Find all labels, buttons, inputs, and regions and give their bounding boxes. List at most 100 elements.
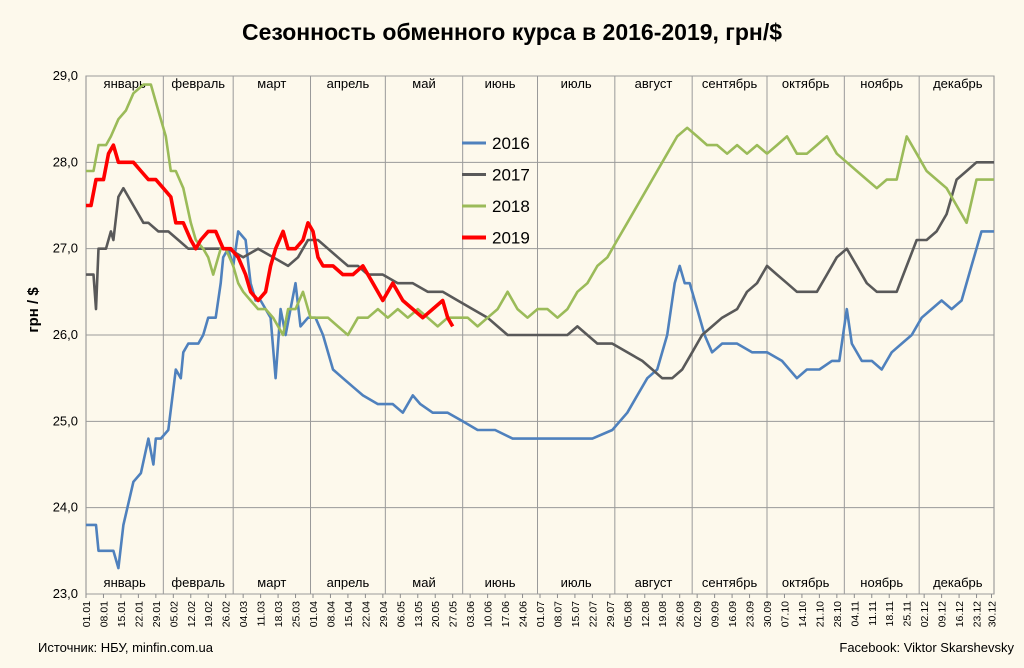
x-tick-label: 29.07 xyxy=(605,601,617,627)
month-label-top: февраль xyxy=(171,76,225,91)
x-tick-label: 18.03 xyxy=(273,601,285,627)
x-tick-label: 10.06 xyxy=(483,601,495,627)
month-label-top: март xyxy=(257,76,286,91)
x-tick-label: 03.06 xyxy=(465,601,477,627)
legend-label-2016: 2016 xyxy=(492,134,530,153)
x-tick-label: 30.09 xyxy=(762,601,774,627)
x-tick-label: 09.12 xyxy=(937,601,949,627)
month-label-top: сентябрь xyxy=(702,76,758,91)
y-tick-label: 24,0 xyxy=(53,500,78,515)
month-label-bottom: март xyxy=(257,575,286,590)
month-label-top: июль xyxy=(561,76,592,91)
author-note: Facebook: Viktor Skarshevsky xyxy=(839,640,1014,655)
y-tick-labels: 23,0 24,0 25,0 26,0 27,0 28,0 29,0 xyxy=(53,68,78,601)
series-lines xyxy=(86,83,994,570)
x-tick-label: 02.12 xyxy=(919,601,931,627)
month-label-bottom: февраль xyxy=(171,575,225,590)
x-tick-label: 24.06 xyxy=(518,601,530,627)
month-labels: январь январь февраль февраль март март апрель… xyxy=(104,76,983,590)
x-tick-label: 15.07 xyxy=(570,601,582,627)
legend-label-2017: 2017 xyxy=(492,166,530,185)
x-tick-label: 15.01 xyxy=(116,601,128,627)
month-label-top: ноябрь xyxy=(860,76,903,91)
series-line-2019 xyxy=(86,143,455,328)
x-tick-label: 06.05 xyxy=(395,601,407,627)
x-tick-label: 16.09 xyxy=(727,601,739,627)
x-tick-label: 22.01 xyxy=(133,601,145,627)
x-tick-label: 02.09 xyxy=(692,601,704,627)
y-tick-label: 29,0 xyxy=(53,68,78,83)
x-tick-label: 08.04 xyxy=(325,601,337,627)
x-tick-label: 20.05 xyxy=(430,601,442,627)
x-tick-label: 18.11 xyxy=(884,601,896,627)
x-tick-label: 12.08 xyxy=(640,601,652,627)
series-line-2016 xyxy=(86,230,994,570)
month-label-top: декабрь xyxy=(933,76,983,91)
y-tick-label: 26,0 xyxy=(53,327,78,342)
series-line-2017 xyxy=(86,161,994,380)
month-label-top: август xyxy=(635,76,673,91)
x-tick-label: 22.04 xyxy=(360,601,372,627)
month-label-bottom: май xyxy=(412,575,435,590)
month-label-bottom: июнь xyxy=(485,575,516,590)
x-tick-labels: 01.01 08.01 15.01 22.01 29.01 05.02 12.02 19.02… xyxy=(81,594,999,627)
x-tick-label: 13.05 xyxy=(413,601,425,627)
x-tick-label: 09.09 xyxy=(710,601,722,627)
x-tick-label: 30.12 xyxy=(987,601,999,627)
x-tick-label: 21.10 xyxy=(814,601,826,627)
x-tick-label: 26.08 xyxy=(675,601,687,627)
x-tick-label: 05.02 xyxy=(168,601,180,627)
x-tick-label: 25.03 xyxy=(291,601,303,627)
month-label-bottom: июль xyxy=(561,575,592,590)
x-tick-label: 08.01 xyxy=(98,601,110,627)
x-tick-label: 01.04 xyxy=(308,601,320,627)
x-tick-label: 04.03 xyxy=(238,601,250,627)
month-label-bottom: апрель xyxy=(327,575,370,590)
legend-label-2018: 2018 xyxy=(492,197,530,216)
month-label-bottom: январь xyxy=(104,575,146,590)
legend: 2016 2017 2018 2019 xyxy=(462,134,530,248)
month-label-top: апрель xyxy=(327,76,370,91)
x-tick-label: 19.02 xyxy=(203,601,215,627)
y-tick-label: 28,0 xyxy=(53,154,78,169)
x-tick-label: 11.03 xyxy=(256,601,268,627)
month-label-bottom: август xyxy=(635,575,673,590)
grid-lines xyxy=(86,75,994,595)
month-label-bottom: октябрь xyxy=(782,575,830,590)
y-tick-label: 25,0 xyxy=(53,413,78,428)
y-axis-label: грн / $ xyxy=(25,287,42,333)
legend-label-2019: 2019 xyxy=(492,229,530,248)
chart-title: Сезонность обменного курса в 2016-2019, … xyxy=(242,19,782,45)
x-tick-label: 04.11 xyxy=(849,601,861,627)
x-tick-label: 29.04 xyxy=(378,601,390,627)
month-label-bottom: декабрь xyxy=(933,575,983,590)
x-tick-label: 22.07 xyxy=(587,601,599,627)
x-tick-label: 19.08 xyxy=(657,601,669,627)
x-tick-label: 05.08 xyxy=(622,601,634,627)
x-tick-label: 11.11 xyxy=(867,601,879,626)
x-tick-label: 25.11 xyxy=(902,601,914,627)
x-tick-label: 27.05 xyxy=(448,601,460,627)
x-tick-label: 26.02 xyxy=(221,601,233,627)
y-tick-label: 23,0 xyxy=(53,586,78,601)
month-label-bottom: сентябрь xyxy=(702,575,758,590)
source-note: Источник: НБУ, minfin.com.ua xyxy=(38,640,214,655)
x-tick-label: 23.09 xyxy=(745,601,757,627)
month-label-top: январь xyxy=(104,76,146,91)
month-label-top: октябрь xyxy=(782,76,830,91)
x-tick-label: 17.06 xyxy=(500,601,512,627)
x-tick-label: 28.10 xyxy=(832,601,844,627)
x-tick-label: 12.02 xyxy=(186,601,198,627)
x-tick-label: 01.07 xyxy=(535,601,547,627)
month-label-top: май xyxy=(412,76,435,91)
month-label-bottom: ноябрь xyxy=(860,575,903,590)
x-tick-label: 07.10 xyxy=(779,601,791,627)
x-tick-label: 15.04 xyxy=(343,601,355,627)
y-tick-label: 27,0 xyxy=(53,241,78,256)
x-tick-label: 01.01 xyxy=(81,601,93,627)
x-tick-label: 29.01 xyxy=(151,601,163,627)
x-tick-label: 23.12 xyxy=(972,601,984,627)
x-tick-label: 08.07 xyxy=(552,601,564,627)
month-label-top: июнь xyxy=(485,76,516,91)
